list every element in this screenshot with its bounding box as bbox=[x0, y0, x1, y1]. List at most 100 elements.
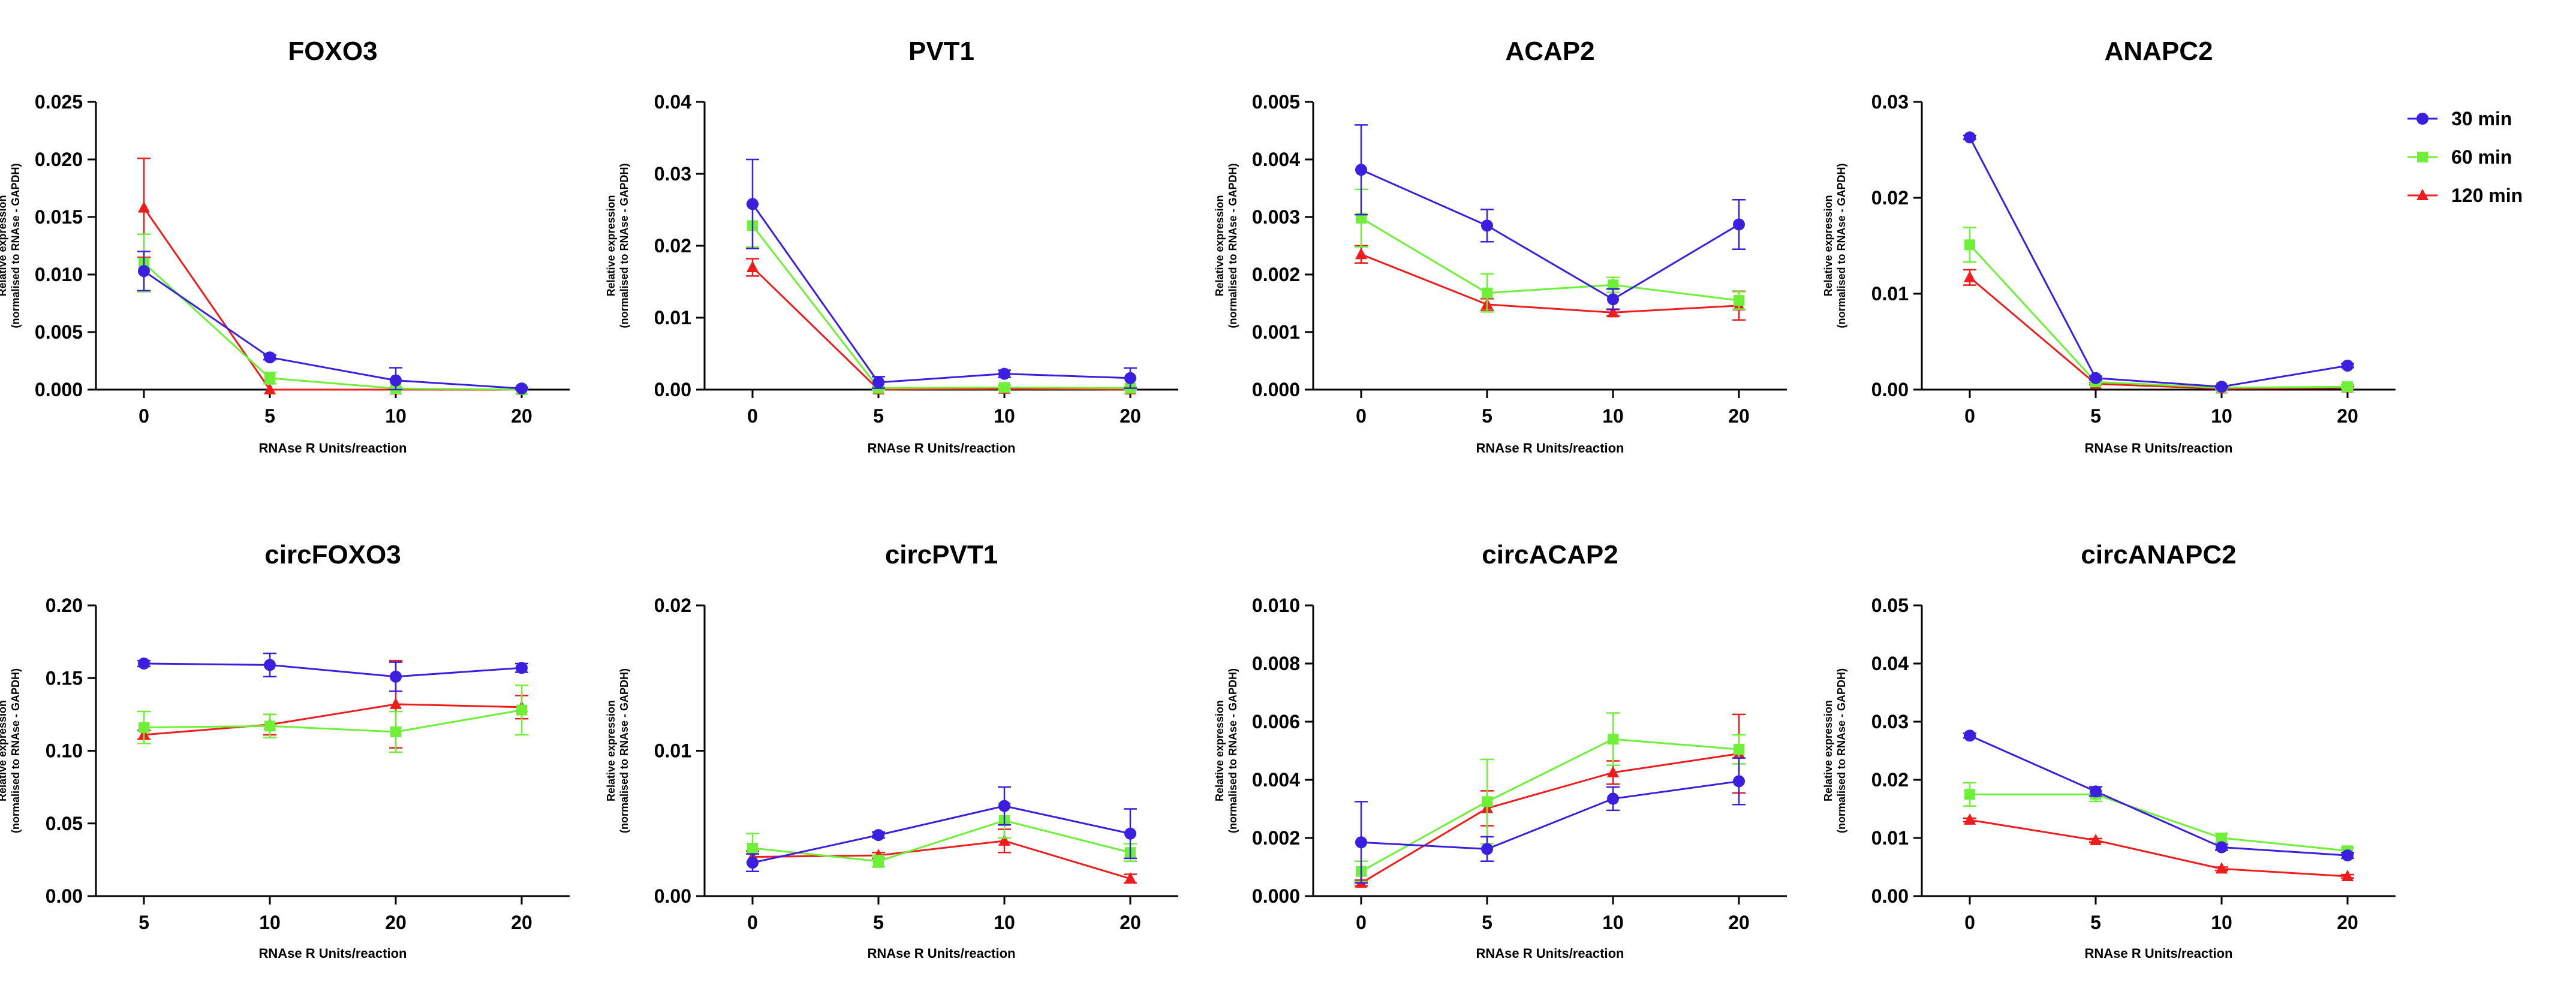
data-point bbox=[998, 367, 1010, 380]
y-tick-label: 0.10 bbox=[46, 740, 83, 762]
data-point bbox=[390, 697, 402, 709]
y-tick-label: 0.20 bbox=[46, 595, 83, 616]
y-tick-label: 0.006 bbox=[1252, 711, 1300, 732]
x-axis-label: RNAse R Units/reaction bbox=[868, 946, 1016, 961]
y-tick-label: 0.005 bbox=[1252, 91, 1300, 113]
data-point bbox=[138, 201, 150, 213]
y-axis-label: Relative expression bbox=[0, 700, 8, 801]
data-point bbox=[390, 726, 401, 737]
series-60-min bbox=[1963, 227, 2354, 393]
x-tick-label: 5 bbox=[2090, 912, 2101, 933]
y-tick-label: 0.008 bbox=[1252, 653, 1300, 674]
y-tick-label: 0.01 bbox=[654, 307, 691, 328]
series-line bbox=[751, 203, 1131, 384]
y-tick-label: 0.010 bbox=[35, 264, 83, 285]
y-tick-label: 0.015 bbox=[35, 206, 83, 228]
y-tick-label: 0.04 bbox=[1871, 653, 1909, 674]
series-120-min bbox=[1355, 713, 1746, 888]
data-point bbox=[2216, 841, 2228, 854]
data-point bbox=[1124, 372, 1136, 384]
x-tick-label: 5 bbox=[2090, 405, 2101, 427]
y-tick-label: 0.05 bbox=[46, 813, 83, 834]
y-axis-label: (normalised to RNAse - GAPDH) bbox=[1835, 163, 1847, 328]
y-tick-label: 0.04 bbox=[654, 91, 691, 113]
data-point bbox=[1964, 131, 1976, 144]
y-tick-label: 0.003 bbox=[1252, 206, 1300, 228]
chart-title: PVT1 bbox=[908, 37, 974, 66]
y-tick-label: 0.02 bbox=[654, 235, 691, 257]
chart-panel-circacap2: circACAP2 0.000 0.002 0.004 0.006 0.008 0.010 0… bbox=[1214, 540, 1787, 961]
data-point bbox=[2216, 833, 2227, 843]
series-120-min bbox=[1963, 813, 2354, 882]
data-point bbox=[264, 383, 276, 394]
y-tick-label: 0.004 bbox=[1252, 149, 1300, 170]
data-point bbox=[1607, 765, 1619, 777]
data-point bbox=[1964, 270, 1976, 282]
x-axis-label: RNAse R Units/reaction bbox=[1476, 441, 1624, 456]
data-point bbox=[999, 382, 1010, 393]
x-tick-label: 20 bbox=[2337, 912, 2358, 933]
series-60-min bbox=[137, 233, 527, 395]
data-point bbox=[1964, 813, 1976, 825]
y-tick-label: 0.05 bbox=[1871, 595, 1909, 616]
y-axis-label: (normalised to RNAse - GAPDH) bbox=[10, 668, 22, 833]
y-tick-label: 0.000 bbox=[1252, 885, 1300, 907]
y-tick-label: 0.010 bbox=[1252, 595, 1300, 616]
x-tick-label: 5 bbox=[139, 912, 149, 933]
y-tick-label: 0.004 bbox=[1252, 769, 1300, 791]
x-tick-label: 10 bbox=[2211, 405, 2232, 427]
data-point bbox=[264, 659, 276, 671]
data-point bbox=[516, 382, 528, 395]
series-30-min bbox=[137, 251, 528, 395]
data-point bbox=[1733, 775, 1745, 788]
y-tick-label: 0.000 bbox=[1252, 379, 1300, 400]
legend-label: 30 min bbox=[2451, 108, 2512, 129]
series-120-min bbox=[746, 828, 1137, 884]
series-line bbox=[1361, 254, 1740, 313]
series-line bbox=[1970, 793, 2348, 852]
x-tick-label: 20 bbox=[511, 405, 532, 427]
y-tick-label: 0.002 bbox=[1252, 827, 1300, 849]
series-line bbox=[143, 207, 522, 391]
chart-title: FOXO3 bbox=[288, 37, 377, 66]
y-axis-label: (normalised to RNAse - GAPDH) bbox=[618, 163, 630, 328]
series-line bbox=[1361, 217, 1740, 301]
series-line bbox=[1969, 734, 2348, 857]
x-axis-label: RNAse R Units/reaction bbox=[868, 441, 1016, 456]
y-tick-label: 0.01 bbox=[654, 740, 691, 762]
data-point bbox=[1608, 279, 1618, 291]
x-tick-label: 10 bbox=[259, 912, 281, 933]
data-point bbox=[1355, 164, 1367, 176]
chart-panel-pvt1: PVT1 0.00 0.01 0.02 0.03 0.04 0 5 10 20 RNAse R Un… bbox=[605, 37, 1178, 456]
y-tick-label: 0.005 bbox=[35, 321, 83, 343]
data-point bbox=[138, 658, 150, 670]
x-tick-label: 20 bbox=[511, 912, 532, 933]
data-point bbox=[1355, 248, 1367, 260]
y-axis-label: Relative expression bbox=[0, 195, 8, 296]
data-point bbox=[1734, 295, 1744, 306]
data-point bbox=[516, 662, 528, 674]
series-line bbox=[1969, 244, 2348, 389]
data-point bbox=[1355, 836, 1367, 849]
series-line bbox=[752, 819, 1131, 863]
series-30-min bbox=[1355, 124, 1746, 310]
data-point bbox=[390, 374, 402, 387]
data-point bbox=[1608, 734, 1618, 745]
y-axis-label: (normalised to RNAse - GAPDH) bbox=[1227, 668, 1239, 833]
y-tick-label: 0.002 bbox=[1252, 264, 1300, 285]
series-30-min bbox=[1963, 729, 2354, 862]
x-tick-label: 5 bbox=[1482, 912, 1492, 933]
data-point bbox=[264, 372, 275, 384]
data-point bbox=[1964, 239, 1975, 251]
x-axis-label: RNAse R Units/reaction bbox=[259, 946, 407, 961]
y-axis-label: Relative expression bbox=[1822, 195, 1834, 296]
y-tick-label: 0.001 bbox=[1252, 321, 1300, 343]
x-tick-label: 20 bbox=[1120, 405, 1141, 427]
data-point bbox=[2090, 833, 2102, 845]
x-tick-label: 20 bbox=[385, 912, 407, 933]
y-tick-label: 0.01 bbox=[1871, 827, 1909, 849]
y-tick-label: 0.02 bbox=[654, 595, 691, 616]
y-tick-label: 0.00 bbox=[654, 379, 691, 400]
series-30-min bbox=[1355, 757, 1746, 884]
